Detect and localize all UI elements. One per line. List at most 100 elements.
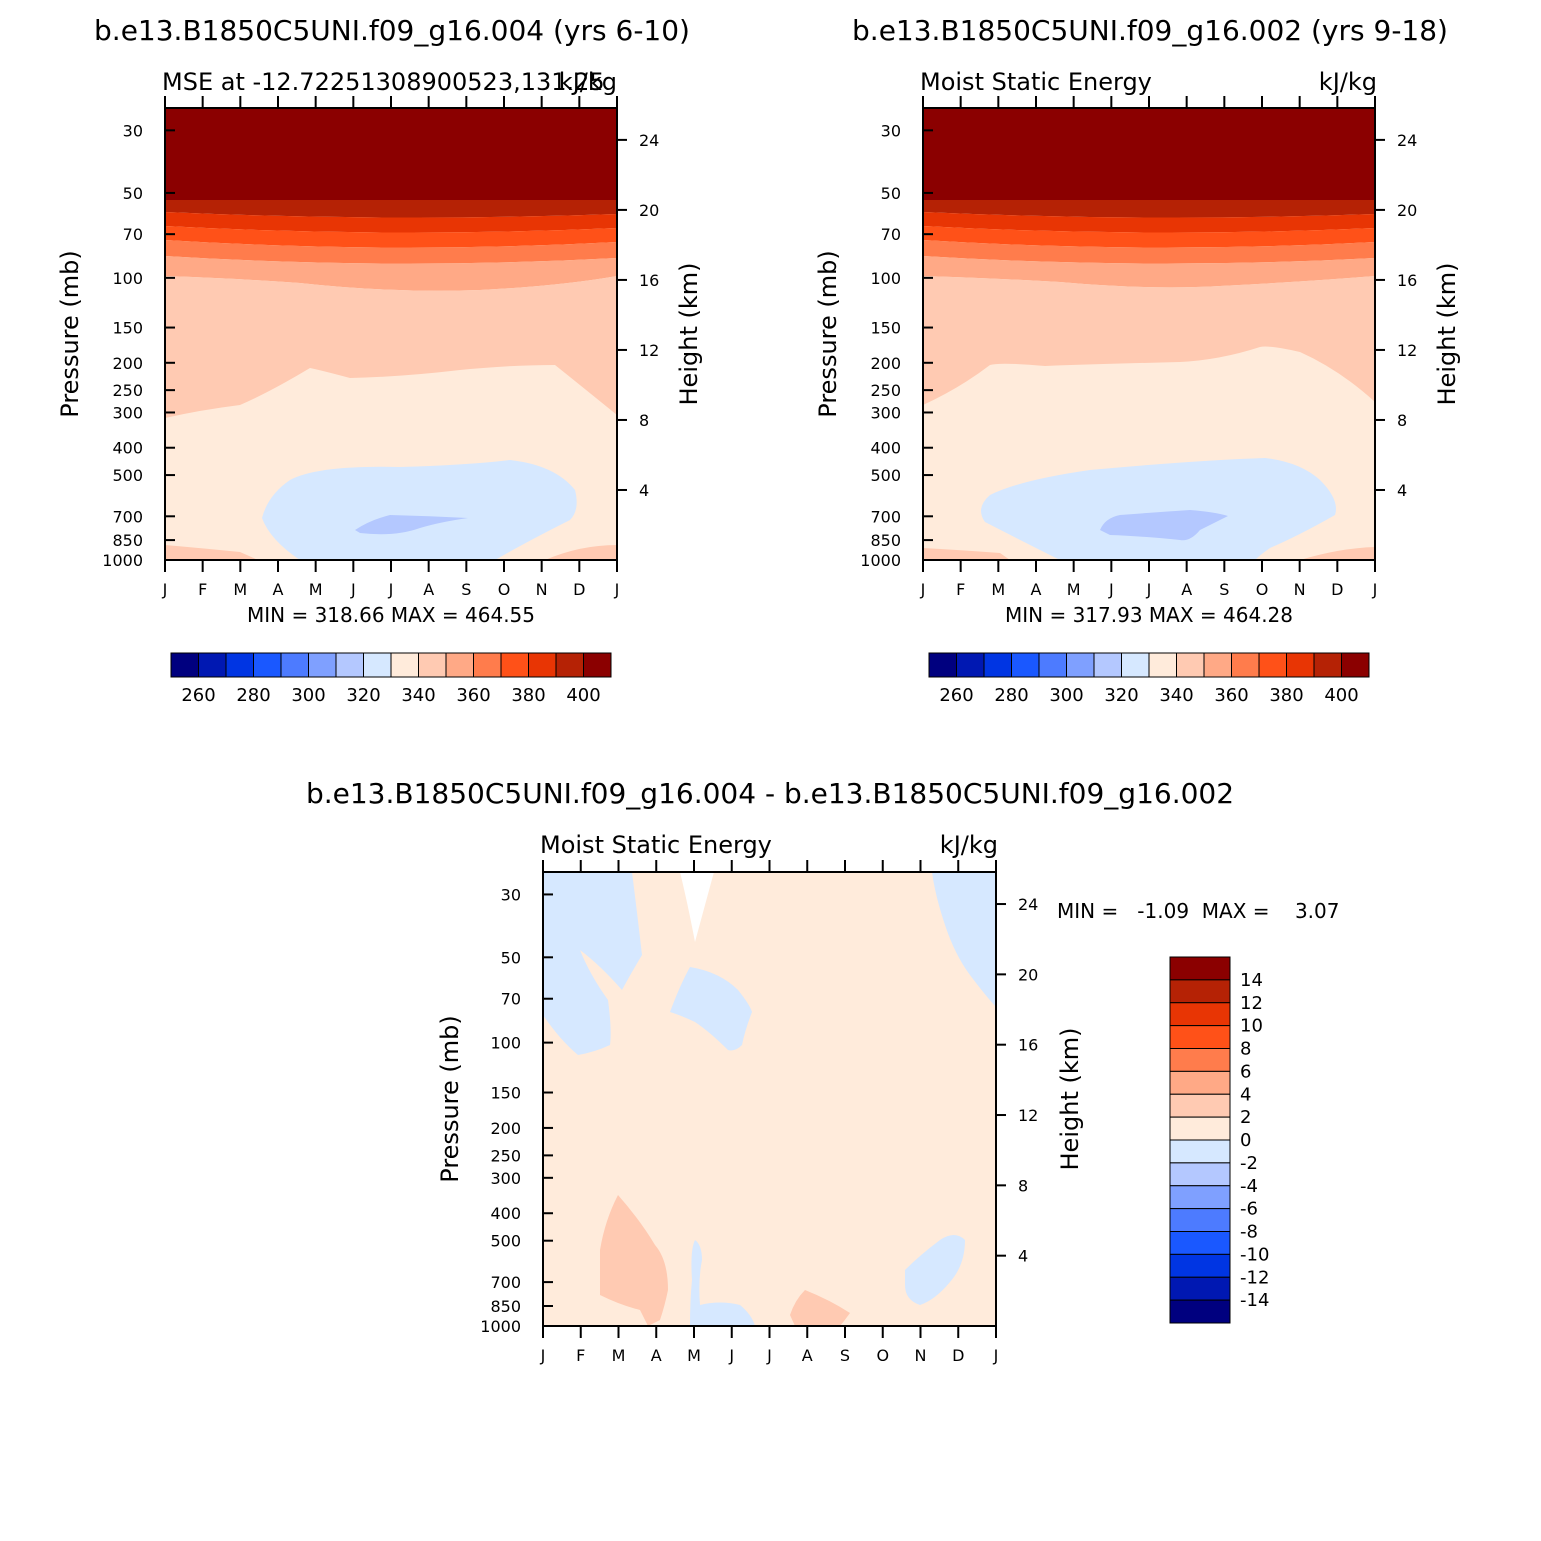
pressure-tick-label: 500 bbox=[112, 466, 143, 485]
panel-1-title: b.e13.B1850C5UNI.f09_g16.004 (yrs 6-10) bbox=[94, 14, 690, 47]
colorbar-swatch bbox=[1148, 652, 1177, 678]
colorbar-swatch bbox=[198, 652, 227, 678]
height-tick-label: 16 bbox=[639, 271, 659, 290]
panel-2-ylabel2: Height (km) bbox=[1433, 263, 1461, 406]
colorbar-label: 8 bbox=[1240, 1039, 1251, 1060]
colorbar-label: -12 bbox=[1240, 1267, 1269, 1288]
month-tick-label: S bbox=[461, 580, 471, 599]
month-tick-label: J bbox=[614, 580, 620, 599]
pressure-tick-label: 500 bbox=[870, 466, 901, 485]
panel-2-units: kJ/kg bbox=[1319, 68, 1377, 96]
month-tick-label: F bbox=[956, 580, 965, 599]
pressure-tick-label: 850 bbox=[112, 531, 143, 550]
pressure-tick-label: 300 bbox=[870, 403, 901, 422]
pressure-tick-label: 250 bbox=[870, 381, 901, 400]
month-tick-label: J bbox=[162, 580, 168, 599]
month-tick-label: M bbox=[991, 580, 1005, 599]
height-tick-label: 20 bbox=[639, 201, 659, 220]
colorbar-swatch bbox=[583, 652, 612, 678]
height-tick-label: 12 bbox=[1018, 1106, 1038, 1125]
month-tick-label: D bbox=[573, 580, 585, 599]
month-tick-label: A bbox=[423, 580, 434, 599]
height-tick-label: 4 bbox=[1018, 1247, 1028, 1266]
panel-3-ylabel: Pressure (mb) bbox=[436, 1015, 464, 1182]
panel-1-colorbar: 260 280 300 320 340 360 380 400 bbox=[170, 652, 612, 706]
month-tick-label: J bbox=[920, 580, 926, 599]
pressure-tick-label: 30 bbox=[123, 121, 143, 140]
pressure-tick-label: 700 bbox=[112, 507, 143, 526]
panel-1-units: kJ/kg bbox=[559, 68, 617, 96]
colorbar-swatch bbox=[445, 652, 474, 678]
panel-3-units: kJ/kg bbox=[940, 831, 998, 859]
colorbar-swatch bbox=[225, 652, 254, 678]
panel-2-ylabel: Pressure (mb) bbox=[814, 250, 842, 417]
panel-1-ylabel: Pressure (mb) bbox=[56, 250, 84, 417]
month-tick-label: D bbox=[952, 1346, 964, 1365]
colorbar-swatch bbox=[418, 652, 447, 678]
panel-3-height-ticks: 24 20 16 12 8 4 bbox=[996, 895, 1038, 1266]
colorbar-swatch bbox=[1169, 1002, 1231, 1027]
panel-2-height-ticks: 24 20 16 12 8 4 bbox=[1375, 131, 1417, 500]
panel-3-plot-area bbox=[542, 871, 997, 1327]
height-tick-label: 24 bbox=[1018, 895, 1038, 914]
colorbar-swatch bbox=[1176, 652, 1205, 678]
month-tick-label: A bbox=[802, 1346, 813, 1365]
colorbar-label: -10 bbox=[1240, 1244, 1269, 1265]
colorbar-label: 380 bbox=[511, 685, 545, 706]
month-tick-label: J bbox=[350, 580, 356, 599]
colorbar-label: 6 bbox=[1240, 1061, 1251, 1082]
colorbar-swatch bbox=[1169, 1185, 1231, 1210]
colorbar-label: 320 bbox=[1104, 685, 1138, 706]
month-tick-label: J bbox=[993, 1346, 999, 1365]
month-tick-label: M bbox=[612, 1346, 626, 1365]
colorbar-swatch bbox=[1286, 652, 1315, 678]
colorbar-swatch bbox=[1121, 652, 1150, 678]
pressure-tick-label: 150 bbox=[870, 319, 901, 338]
colorbar-swatch bbox=[1093, 652, 1122, 678]
colorbar-swatch bbox=[928, 652, 957, 678]
month-tick-label: J bbox=[1108, 580, 1114, 599]
height-tick-label: 4 bbox=[639, 481, 649, 500]
colorbar-label: -2 bbox=[1240, 1153, 1258, 1174]
month-tick-label: M bbox=[309, 580, 323, 599]
colorbar-swatch bbox=[473, 652, 502, 678]
colorbar-swatch bbox=[528, 652, 557, 678]
height-tick-label: 8 bbox=[639, 411, 649, 430]
height-tick-label: 16 bbox=[1018, 1036, 1038, 1055]
height-tick-label: 24 bbox=[1397, 131, 1417, 150]
colorbar-swatch bbox=[253, 652, 282, 678]
pressure-tick-label: 50 bbox=[123, 184, 143, 203]
pressure-tick-label: 250 bbox=[112, 381, 143, 400]
pressure-tick-label: 1000 bbox=[102, 551, 143, 570]
colorbar-label: 380 bbox=[1269, 685, 1303, 706]
panel-3-minmax: MIN = -1.09 MAX = 3.07 bbox=[1057, 899, 1339, 923]
month-tick-label: A bbox=[273, 580, 284, 599]
month-tick-label: J bbox=[1146, 580, 1152, 599]
month-tick-label: F bbox=[198, 580, 207, 599]
month-tick-label: D bbox=[1331, 580, 1343, 599]
colorbar-label: 280 bbox=[994, 685, 1028, 706]
panel-2-subtitle-left: Moist Static Energy bbox=[920, 68, 1152, 96]
colorbar-swatch bbox=[363, 652, 392, 678]
month-tick-label: J bbox=[388, 580, 394, 599]
height-tick-label: 4 bbox=[1397, 481, 1407, 500]
month-tick-label: N bbox=[1294, 580, 1306, 599]
pressure-tick-label: 100 bbox=[490, 1034, 521, 1053]
panel-2-minmax: MIN = 317.93 MAX = 464.28 bbox=[1005, 603, 1293, 627]
colorbar-swatch bbox=[983, 652, 1012, 678]
panel-3: b.e13.B1850C5UNI.f09_g16.004 - b.e13.B18… bbox=[306, 777, 1340, 1365]
panel-1: b.e13.B1850C5UNI.f09_g16.004 (yrs 6-10) … bbox=[56, 14, 703, 706]
colorbar-label: 400 bbox=[566, 685, 600, 706]
pressure-tick-label: 200 bbox=[870, 354, 901, 373]
height-tick-label: 16 bbox=[1397, 271, 1417, 290]
pressure-tick-label: 500 bbox=[490, 1232, 521, 1251]
colorbar-label: 360 bbox=[456, 685, 490, 706]
colorbar-label: -6 bbox=[1240, 1199, 1258, 1220]
colorbar-swatch bbox=[1038, 652, 1067, 678]
month-tick-label: M bbox=[233, 580, 247, 599]
month-tick-label: J bbox=[1372, 580, 1378, 599]
pressure-tick-label: 100 bbox=[112, 269, 143, 288]
colorbar-swatch bbox=[1169, 956, 1231, 981]
colorbar-swatch bbox=[1169, 1208, 1231, 1232]
